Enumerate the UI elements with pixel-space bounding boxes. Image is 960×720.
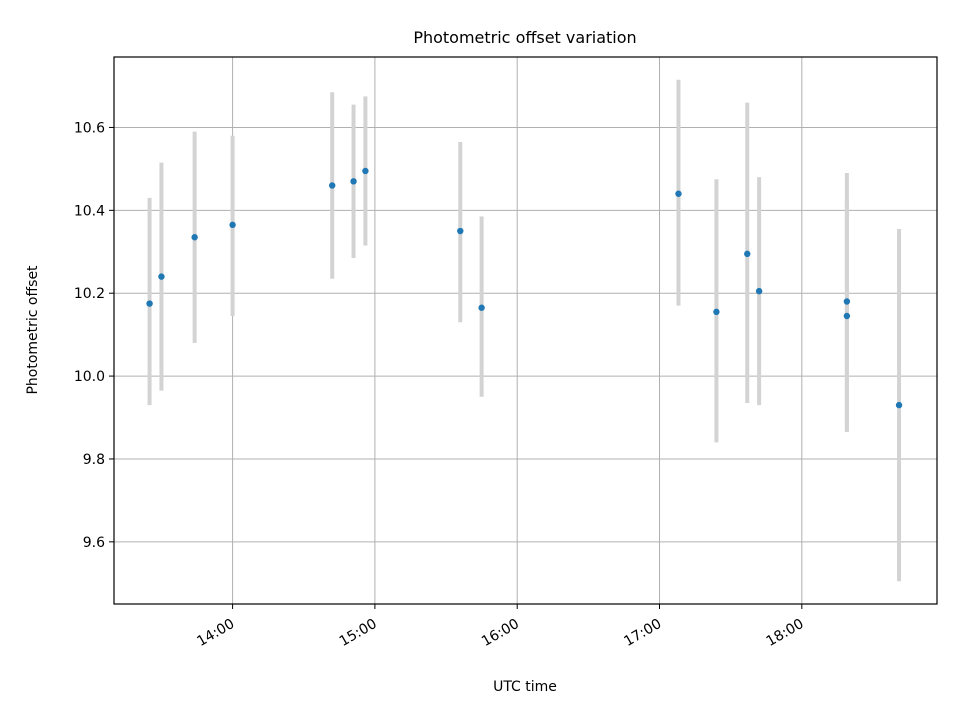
y-axis-label: Photometric offset bbox=[25, 265, 41, 395]
data-point bbox=[843, 312, 851, 320]
plot-frame bbox=[113, 56, 938, 605]
chart-title: Photometric offset variation bbox=[413, 28, 636, 47]
y-tick-label: 10.0 bbox=[74, 369, 105, 385]
y-tick-label: 9.8 bbox=[83, 452, 105, 468]
data-point bbox=[329, 182, 336, 189]
data-point bbox=[843, 298, 851, 305]
data-point bbox=[675, 190, 682, 197]
y-tick-label: 10.4 bbox=[74, 203, 105, 219]
data-points bbox=[146, 167, 903, 409]
grid-lines bbox=[114, 57, 937, 604]
data-point bbox=[146, 300, 153, 307]
y-tick-label: 10.2 bbox=[74, 286, 105, 302]
data-point bbox=[755, 287, 763, 295]
data-point bbox=[362, 167, 369, 175]
data-point bbox=[744, 250, 751, 258]
data-point bbox=[191, 234, 198, 241]
x-axis-label: UTC time bbox=[493, 679, 557, 695]
data-point bbox=[350, 178, 357, 185]
data-point bbox=[478, 304, 485, 311]
data-point bbox=[158, 273, 165, 280]
data-point bbox=[895, 401, 903, 409]
data-point bbox=[229, 221, 236, 229]
y-tick-label: 10.6 bbox=[74, 120, 105, 136]
data-point bbox=[457, 227, 464, 235]
data-point bbox=[713, 308, 720, 316]
y-tick-label: 9.6 bbox=[83, 535, 105, 551]
